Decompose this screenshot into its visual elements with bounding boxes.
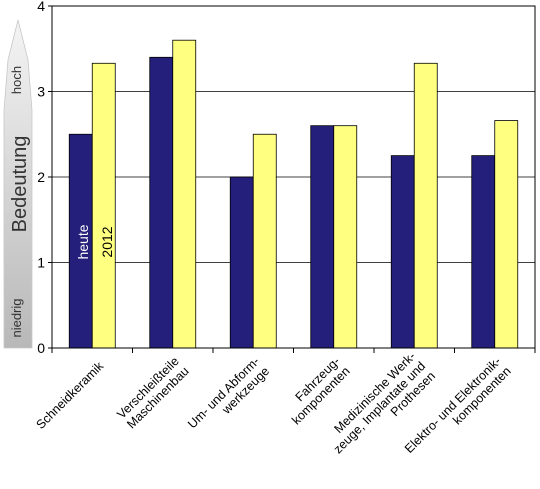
bars [68, 39, 519, 349]
series-label-2012: 2012 [99, 226, 115, 257]
gridlines [52, 91, 535, 263]
scale-label-high: hoch [9, 66, 24, 94]
importance-scale-wedge [3, 19, 33, 349]
y-tick-labels: 0 1 2 3 4 [37, 0, 52, 356]
x-tick-label-0: Schneidkeramik [33, 359, 106, 432]
bar-2012-4 [413, 62, 438, 349]
bar-heute-3 [310, 125, 335, 349]
x-tick-label-2: Um- und Abform-werkzeuge [185, 354, 272, 431]
scale-label-low: niedrig [9, 298, 24, 337]
bar-heute-2 [229, 176, 254, 349]
y-axis-label: Bedeutung [9, 136, 31, 233]
y-tick-label: 2 [37, 169, 45, 185]
bar-heute-5 [471, 155, 496, 349]
in-bar-labels: heute 2012 [75, 224, 115, 259]
importance-scale: hoch Bedeutung niedrig [3, 19, 33, 349]
y-tick-label: 1 [37, 255, 45, 271]
x-tick-label-line: Schneidkeramik [33, 359, 106, 432]
y-tick-label: 3 [37, 84, 45, 100]
bar-2012-1 [172, 39, 197, 349]
bar-heute-1 [149, 56, 174, 349]
bar-2012-5 [494, 120, 519, 349]
y-tick-label: 4 [37, 0, 45, 14]
plot-frame [51, 5, 536, 353]
bar-2012-0 [91, 62, 116, 349]
bar-2012-3 [333, 125, 358, 349]
series-label-heute: heute [75, 224, 91, 259]
bar-heute-4 [390, 155, 415, 349]
bar-2012-2 [252, 133, 277, 349]
x-tick-labels: Schneidkeramik VerschleißteileMaschinenba… [33, 349, 513, 456]
y-tick-label: 0 [37, 340, 45, 356]
